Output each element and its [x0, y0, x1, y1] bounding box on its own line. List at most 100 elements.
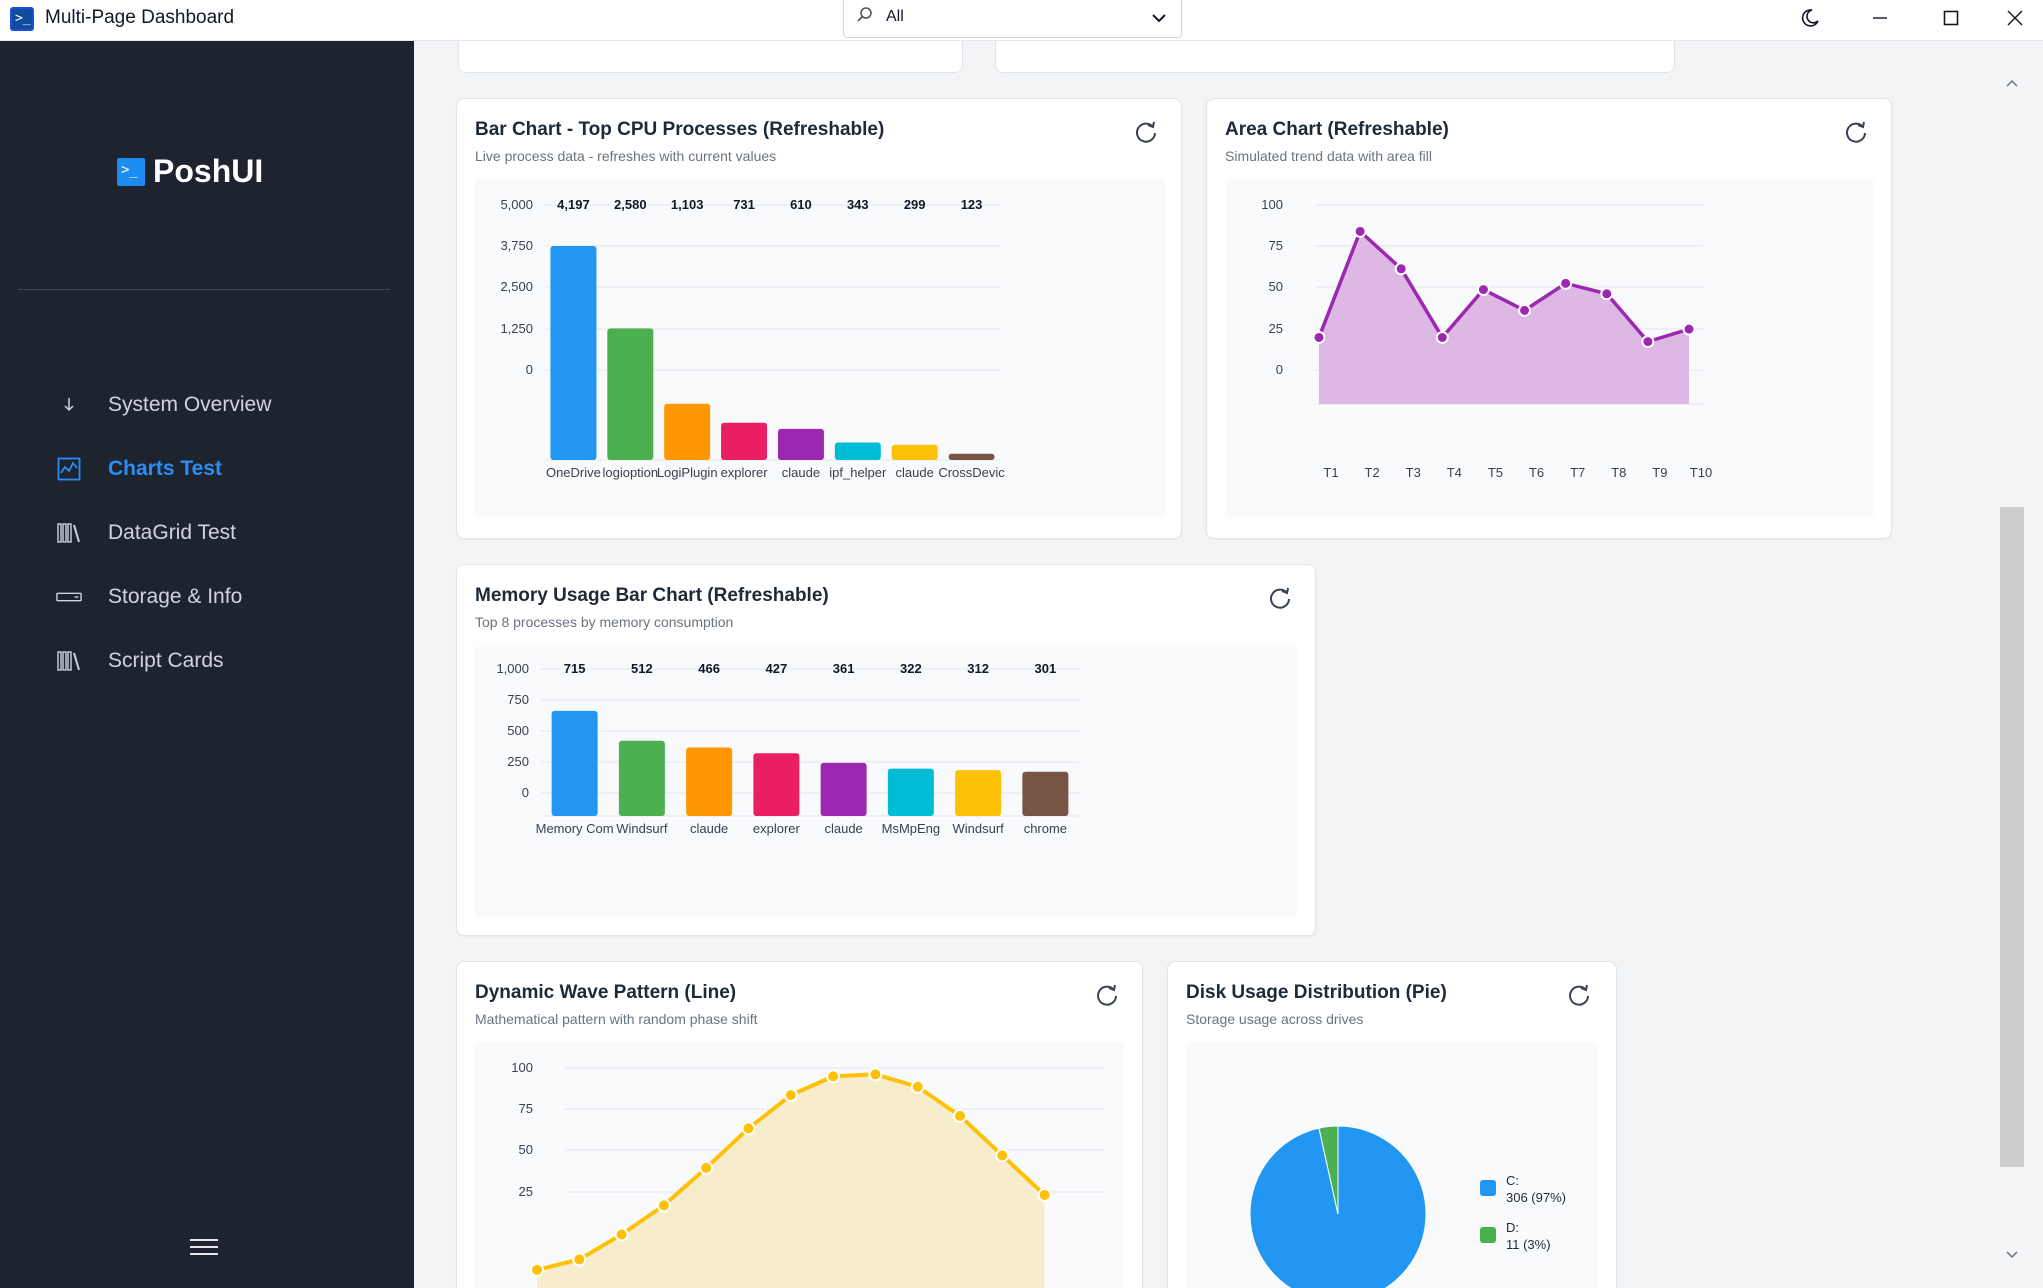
refresh-icon[interactable]	[1133, 119, 1159, 145]
data-point	[1037, 1187, 1052, 1202]
chart-memory-svg: 1,000 750 500 250 0 715 Memory Com 512 Windsurf 4…	[496, 661, 1079, 836]
x-tick-label: T9	[1652, 465, 1667, 480]
data-point	[868, 1067, 883, 1082]
area-fill	[1319, 231, 1689, 404]
y-tick-label: 25	[519, 1184, 533, 1199]
sidebar-item-storage-info[interactable]: Storage & Info	[0, 570, 414, 624]
data-label: 343	[847, 197, 869, 212]
sidebar-item-label: Script Cards	[108, 649, 224, 672]
y-tick-label: 75	[1269, 238, 1283, 253]
close-button[interactable]	[1985, 0, 2043, 36]
x-tick-label: T1	[1323, 465, 1338, 480]
library-icon	[56, 520, 82, 546]
data-label: 610	[790, 197, 812, 212]
bar	[607, 328, 654, 460]
x-tick-label: Memory Com	[536, 821, 614, 836]
minimize-button[interactable]	[1850, 0, 1910, 36]
moon-icon	[1801, 9, 1819, 27]
bar	[686, 747, 733, 816]
scroll-down-icon[interactable]	[2005, 1250, 2019, 1260]
data-label: 466	[698, 661, 720, 676]
bar	[887, 768, 934, 816]
legend-item: D: 11 (3%)	[1480, 1219, 1551, 1253]
x-tick-label: OneDrive	[546, 465, 601, 480]
download-arrow-icon	[56, 392, 82, 418]
legend-detail: 11 (3%)	[1506, 1237, 1551, 1252]
card-disk-pie-chart: Disk Usage Distribution (Pie) Storage us…	[1167, 961, 1617, 1288]
data-label: 715	[564, 661, 586, 676]
title-bar: >_ Multi-Page Dashboard All	[0, 0, 2043, 41]
library-icon	[56, 648, 82, 674]
chart-area: 100 75 50 25 0 T1 T2 T3 T4 T5 T6 T7 T8 T9 T10	[1225, 179, 1875, 519]
y-tick-label: 3,750	[500, 238, 533, 253]
brand-name: PoshUI	[153, 153, 264, 189]
bar	[721, 422, 768, 460]
minimize-icon	[1873, 17, 1887, 19]
scrollbar-thumb[interactable]	[2000, 507, 2024, 1167]
x-tick-label: T5	[1488, 465, 1503, 480]
card-cpu-bar-chart: Bar Chart - Top CPU Processes (Refreshab…	[456, 98, 1182, 539]
legend-swatch	[1480, 1180, 1496, 1196]
chevron-down-icon[interactable]	[1151, 10, 1167, 26]
x-tick-label: chrome	[1024, 821, 1067, 836]
card-subtitle: Live process data - refreshes with curre…	[475, 148, 777, 164]
sidebar-item-script-cards[interactable]: Script Cards	[0, 634, 414, 688]
sidebar-item-charts-test[interactable]: Charts Test	[0, 442, 414, 496]
legend-detail: 306 (97%)	[1506, 1190, 1566, 1205]
y-tick-label: 25	[1269, 321, 1283, 336]
bar	[551, 710, 598, 816]
refresh-icon[interactable]	[1843, 119, 1869, 145]
powershell-icon: >_	[117, 157, 145, 186]
scroll-up-icon[interactable]	[2005, 78, 2019, 88]
data-point	[953, 1108, 967, 1123]
drive-icon	[56, 584, 82, 610]
chart-wave: 100 75 50 25	[475, 1042, 1124, 1288]
data-point	[1394, 262, 1408, 276]
y-tick-label: 75	[519, 1101, 533, 1116]
chart-disk-svg	[1249, 1125, 1427, 1288]
data-label: 2,580	[614, 197, 647, 212]
y-tick-label: 500	[507, 723, 529, 738]
y-tick-label: 100	[511, 1060, 533, 1075]
sidebar-item-label: System Overview	[108, 393, 272, 416]
scrollbar[interactable]	[2000, 70, 2024, 1270]
card-subtitle: Mathematical pattern with random phase s…	[475, 1011, 758, 1027]
card-subtitle: Top 8 processes by memory consumption	[475, 614, 734, 630]
x-tick-label: T4	[1447, 465, 1462, 480]
maximize-icon	[1943, 10, 1959, 26]
hamburger-menu-icon[interactable]	[190, 1238, 218, 1256]
data-point	[741, 1121, 756, 1136]
y-tick-label: 100	[1261, 197, 1283, 212]
x-tick-label: claude	[690, 821, 728, 836]
x-tick-label: T10	[1690, 465, 1712, 480]
refresh-icon[interactable]	[1267, 585, 1293, 611]
chart-wave-svg: 100 75 50 25	[511, 1060, 1105, 1288]
data-point	[572, 1252, 587, 1267]
sidebar-item-datagrid-test[interactable]: DataGrid Test	[0, 506, 414, 560]
y-tick-label: 2,500	[500, 279, 533, 294]
y-tick-label: 0	[522, 785, 529, 800]
data-label: 301	[1035, 661, 1057, 676]
x-tick-label: Windsurf	[952, 821, 1004, 836]
maximize-button[interactable]	[1921, 0, 1981, 36]
y-tick-label: 250	[507, 754, 529, 769]
legend-label: D:	[1506, 1220, 1519, 1235]
legend-swatch	[1480, 1227, 1496, 1243]
card-title: Dynamic Wave Pattern (Line)	[475, 982, 737, 1003]
sidebar-item-label: Storage & Info	[108, 585, 243, 608]
data-point	[1353, 224, 1367, 238]
refresh-icon[interactable]	[1566, 982, 1592, 1008]
x-tick-label: LogiPlugin	[657, 465, 718, 480]
sidebar-item-system-overview[interactable]: System Overview	[0, 378, 414, 432]
theme-toggle-button[interactable]	[1780, 0, 1840, 36]
y-tick-label: 0	[1276, 362, 1283, 377]
refresh-icon[interactable]	[1094, 982, 1120, 1008]
data-point	[1518, 303, 1532, 317]
search-dropdown[interactable]: All	[843, 0, 1182, 38]
card-memory-bar-chart: Memory Usage Bar Chart (Refreshable) Top…	[456, 564, 1316, 936]
bar	[618, 740, 665, 816]
data-label: 512	[631, 661, 653, 676]
data-point	[614, 1227, 629, 1242]
x-tick-label: explorer	[721, 465, 769, 480]
data-label: 123	[961, 197, 983, 212]
